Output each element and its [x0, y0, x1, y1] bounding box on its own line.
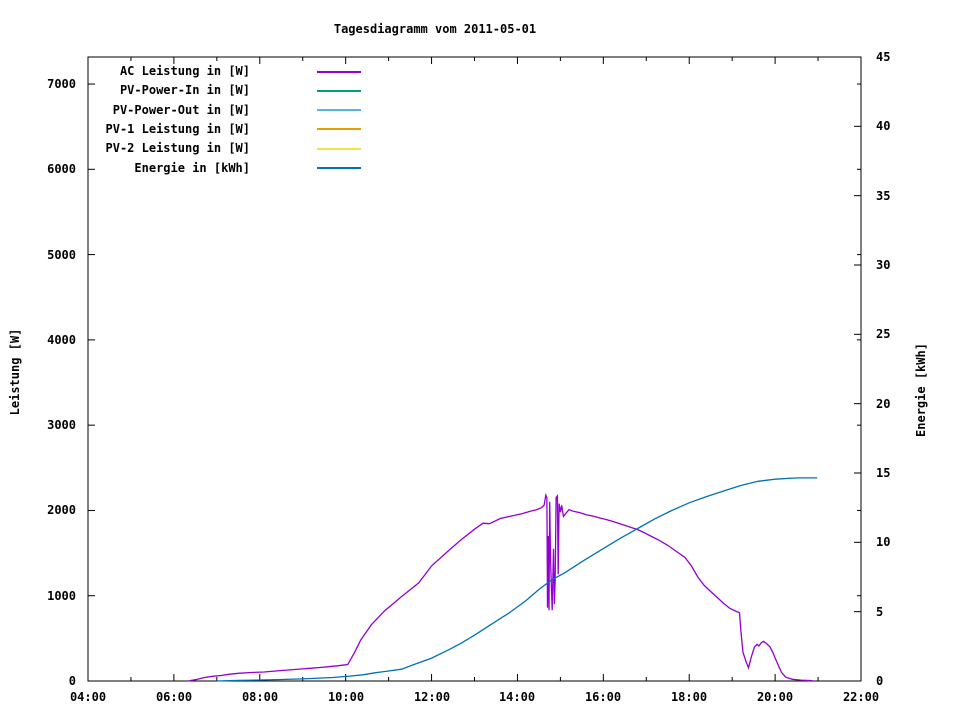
- x-tick-label: 04:00: [69, 690, 107, 704]
- x-tick-label: 08:00: [241, 690, 279, 704]
- y1-tick-label: 2000: [47, 503, 76, 517]
- legend-label: PV-Power-In in [W]: [119, 83, 250, 98]
- legend-label: PV-1 Leistung in [W]: [105, 121, 251, 136]
- x-tick-label: 22:00: [842, 690, 880, 704]
- y2-tick-label: 30: [876, 258, 891, 272]
- x-tick-label: 06:00: [155, 690, 193, 704]
- legend-label: PV-Power-Out in [W]: [112, 102, 250, 117]
- y2-tick-label: 25: [876, 327, 891, 341]
- y2-tick-label: 15: [876, 466, 891, 480]
- legend-label: AC Leistung in [W]: [119, 64, 250, 78]
- y1-tick-label: 1000: [47, 589, 76, 603]
- x-tick-label: 10:00: [327, 690, 365, 704]
- legend-swatch: [317, 109, 361, 112]
- legend-label: PV-2 Leistung in [W]: [105, 141, 251, 156]
- legend-swatch: [317, 89, 361, 92]
- y1-tick-label: 3000: [47, 418, 76, 432]
- y2-tick-label: 20: [876, 397, 891, 411]
- y2-tick-label: 0: [876, 674, 884, 688]
- legend-swatch: [317, 147, 361, 150]
- legend-swatch: [317, 167, 361, 169]
- legend-swatch: [317, 128, 361, 131]
- curve-ac-leistung-in-w: [187, 492, 813, 682]
- chart-title: Tagesdiagramm vom 2011-05-01: [333, 22, 537, 36]
- y1-tick-label: 0: [68, 674, 76, 688]
- y1-tick-label: 5000: [47, 248, 76, 262]
- y1-tick-label: 6000: [47, 162, 76, 176]
- curve-energie-in-kwh: [216, 477, 818, 682]
- y2-tick-label: 45: [876, 50, 891, 64]
- y2-tick-label: 40: [876, 119, 891, 133]
- y1-tick-label: 4000: [47, 333, 76, 347]
- y1-tick-label: 7000: [47, 77, 76, 91]
- x-tick-label: 12:00: [413, 690, 451, 704]
- y2-tick-label: 35: [876, 189, 891, 203]
- legend-label: Energie in [kWh]: [134, 160, 250, 175]
- x-tick-label: 16:00: [584, 690, 622, 704]
- legend-swatch: [317, 70, 361, 73]
- x-tick-label: 20:00: [756, 690, 794, 704]
- y2-tick-label: 10: [876, 535, 891, 549]
- y2-tick-label: 5: [876, 605, 884, 619]
- x-tick-label: 14:00: [498, 690, 536, 704]
- x-tick-label: 18:00: [670, 690, 708, 704]
